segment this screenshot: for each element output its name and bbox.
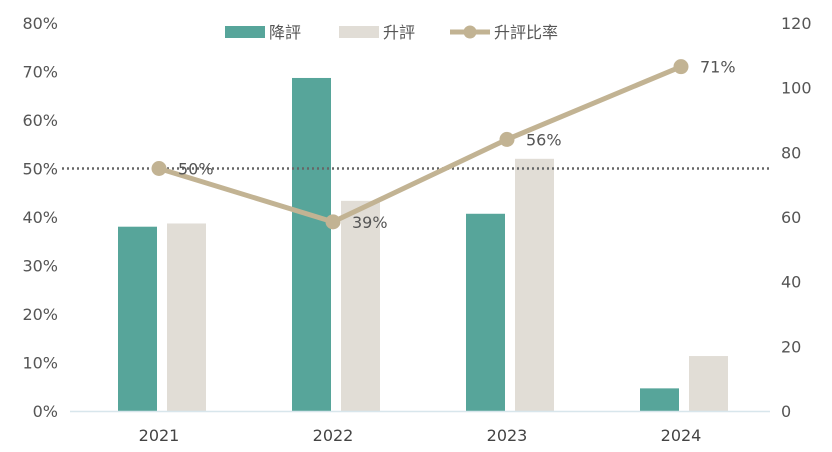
ratio-data-label-2021: 50% bbox=[178, 160, 214, 179]
legend-swatch-upgrade bbox=[339, 26, 379, 38]
ratio-point-2023 bbox=[499, 131, 515, 147]
upgrade-bar-2021 bbox=[167, 223, 206, 411]
right-tick-label: 40 bbox=[781, 273, 801, 292]
right-tick-label: 100 bbox=[781, 79, 812, 98]
ratio-line-group: 50% 39% 56% 71% bbox=[151, 58, 736, 232]
bar-group bbox=[118, 77, 728, 411]
legend: 降評 升評 升評比率 bbox=[225, 23, 558, 42]
left-tick-label: 80% bbox=[22, 14, 58, 33]
ratio-data-label-2022: 39% bbox=[352, 213, 388, 232]
ratio-point-2022 bbox=[325, 214, 341, 230]
x-tick-label-2024: 2024 bbox=[661, 426, 702, 445]
right-tick-label: 20 bbox=[781, 337, 801, 356]
ratio-line bbox=[158, 64, 682, 225]
left-tick-label: 0% bbox=[33, 402, 58, 421]
legend-label-upgrade: 升評 bbox=[383, 23, 415, 42]
legend-swatch-downgrade bbox=[225, 26, 265, 38]
left-tick-label: 20% bbox=[22, 305, 58, 324]
left-tick-label: 30% bbox=[22, 257, 58, 276]
ratio-point-2024 bbox=[673, 59, 689, 75]
downgrade-bar-2022 bbox=[292, 77, 331, 411]
axes-group: 0% 10% 20% 30% 40% 50% 60% 70% 80% 0 20 40 60 80 100 12… bbox=[22, 14, 811, 445]
upgrade-bar-2023 bbox=[515, 158, 554, 411]
right-tick-label: 80 bbox=[781, 143, 801, 162]
x-tick-label-2021: 2021 bbox=[139, 426, 180, 445]
downgrade-bar-2023 bbox=[466, 213, 505, 411]
legend-swatch-ratio-marker bbox=[463, 25, 477, 39]
x-tick-label-2022: 2022 bbox=[313, 426, 354, 445]
left-tick-label: 10% bbox=[22, 354, 58, 373]
upgrade-bar-2022 bbox=[341, 200, 380, 411]
right-tick-label: 0 bbox=[781, 402, 791, 421]
left-tick-label: 70% bbox=[22, 63, 58, 82]
legend-label-ratio: 升評比率 bbox=[494, 23, 558, 42]
downgrade-bar-2021 bbox=[118, 226, 157, 411]
left-tick-label: 60% bbox=[22, 111, 58, 130]
right-tick-label: 120 bbox=[781, 14, 812, 33]
ratio-data-label-2024: 71% bbox=[700, 58, 736, 77]
ratio-data-label-2023: 56% bbox=[526, 130, 562, 149]
downgrade-bar-2024 bbox=[640, 388, 679, 411]
legend-label-downgrade: 降評 bbox=[269, 23, 301, 42]
ratio-point-2021 bbox=[151, 161, 167, 176]
x-tick-label-2023: 2023 bbox=[487, 426, 528, 445]
right-tick-label: 60 bbox=[781, 208, 801, 227]
upgrade-bar-2024 bbox=[689, 356, 728, 411]
left-tick-label: 40% bbox=[22, 208, 58, 227]
left-tick-label: 50% bbox=[22, 160, 58, 179]
